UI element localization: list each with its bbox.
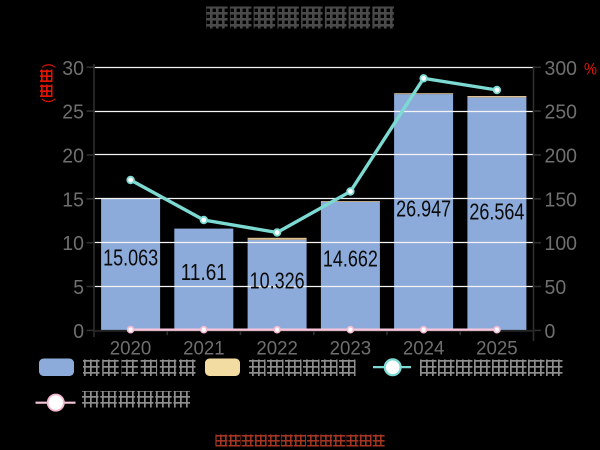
svg-text:300: 300 [545, 57, 578, 80]
svg-text:10.326: 10.326 [250, 267, 305, 293]
svg-text:26.947: 26.947 [396, 196, 451, 222]
svg-text:10: 10 [62, 232, 84, 255]
svg-text:30: 30 [62, 57, 84, 80]
svg-text:100: 100 [545, 232, 578, 255]
svg-text:2025: 2025 [476, 337, 518, 359]
svg-text:2020: 2020 [110, 337, 152, 359]
svg-text:2024: 2024 [403, 337, 445, 359]
svg-text:2022: 2022 [256, 337, 298, 359]
svg-text:2021: 2021 [183, 337, 225, 359]
svg-text:%: % [584, 60, 597, 79]
svg-text:11.61: 11.61 [181, 259, 227, 285]
svg-text:50: 50 [545, 276, 567, 299]
svg-text:): ) [39, 63, 55, 68]
svg-text:20: 20 [62, 145, 84, 168]
svg-text:25: 25 [62, 101, 84, 124]
svg-text:0: 0 [73, 320, 84, 343]
svg-text:250: 250 [545, 101, 578, 124]
svg-text:200: 200 [545, 145, 578, 168]
svg-text:(: ( [39, 98, 55, 103]
svg-text:0: 0 [545, 320, 556, 343]
svg-text:5: 5 [73, 276, 84, 299]
svg-text:2023: 2023 [330, 337, 372, 359]
svg-text:150: 150 [545, 188, 578, 211]
svg-text:14.662: 14.662 [323, 246, 378, 272]
svg-text:15: 15 [62, 188, 84, 211]
svg-text:26.564: 26.564 [469, 198, 524, 224]
svg-text:15.063: 15.063 [103, 244, 158, 270]
